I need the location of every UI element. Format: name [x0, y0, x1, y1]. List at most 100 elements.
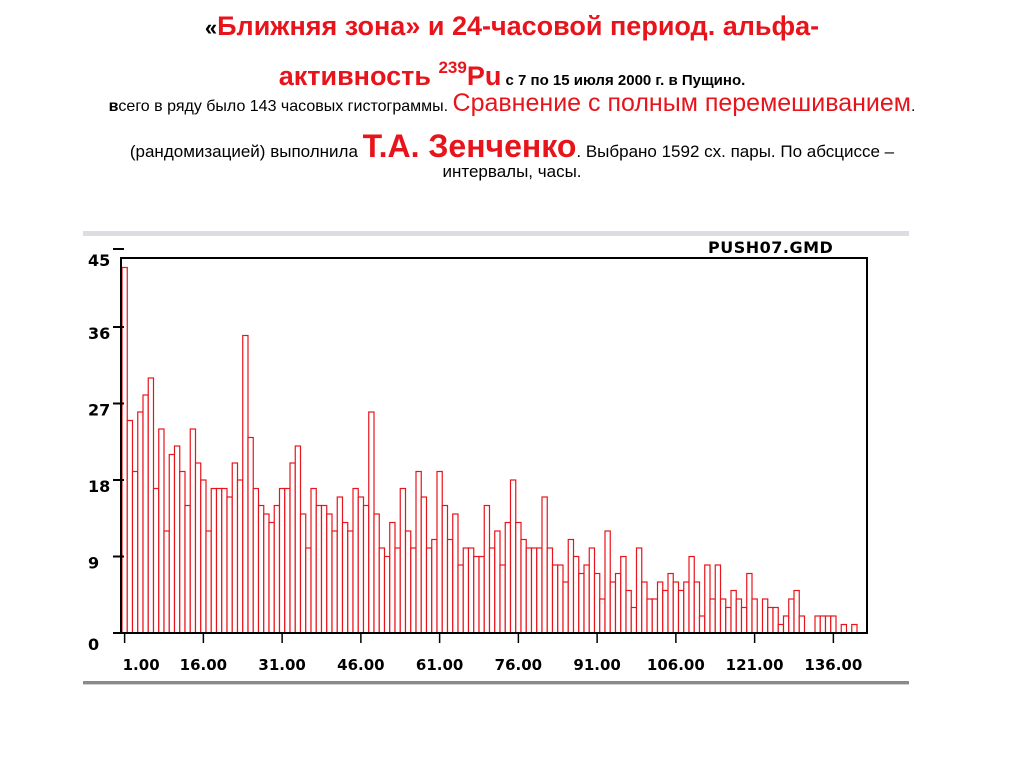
histogram-bar: [509, 479, 517, 634]
histogram-bar: [515, 521, 522, 634]
title-line-5: интервалы, часы.: [0, 160, 1024, 184]
line3-initial: в: [108, 98, 119, 115]
histogram-bar: [252, 487, 260, 634]
histogram-bar: [383, 555, 391, 634]
histogram-bar: [231, 462, 239, 634]
histogram-bar: [205, 530, 212, 634]
histogram-bar: [551, 564, 559, 634]
histogram-bar: [767, 606, 774, 634]
title-activity: активность: [278, 61, 439, 91]
line3-period: .: [910, 98, 916, 115]
histogram-bar: [504, 521, 512, 634]
histogram-bar: [200, 479, 207, 634]
histogram-bar: [457, 564, 464, 634]
histogram-bar: [651, 598, 659, 634]
histogram-bar: [462, 547, 470, 634]
histogram-bar: [630, 606, 638, 634]
histogram-bar: [788, 598, 795, 634]
histogram-bar: [294, 445, 302, 634]
histogram-bar: [719, 598, 727, 634]
histogram-bar: [399, 487, 407, 634]
histogram-bar: [667, 572, 674, 634]
x-tick-label: 121.00: [726, 656, 784, 674]
y-tick-label: 27: [88, 401, 110, 420]
histogram-bar: [793, 589, 800, 634]
histogram-bar: [284, 487, 291, 634]
histogram-bar: [126, 419, 134, 634]
histogram-bar: [158, 428, 165, 634]
histogram-bar: [168, 453, 176, 634]
histogram-bar: [530, 547, 538, 634]
histogram-bar: [567, 538, 575, 634]
histogram-bar: [142, 394, 149, 634]
histogram-bar: [210, 487, 218, 634]
histogram-bar: [483, 504, 491, 634]
y-tick-label: 9: [88, 554, 99, 573]
histogram-bar: [362, 504, 370, 634]
x-tick-label: 61.00: [416, 656, 463, 674]
histogram-bar: [452, 513, 459, 634]
histogram-bar: [420, 496, 428, 634]
x-tick-label: 16.00: [180, 656, 227, 674]
histogram-bar: [683, 581, 690, 634]
histogram-bar: [268, 521, 275, 634]
histogram-bar: [593, 572, 601, 634]
histogram-bar: [336, 496, 344, 634]
open-quote: «: [204, 15, 218, 40]
histogram-bar: [368, 411, 375, 634]
histogram-bar: [410, 547, 417, 634]
y-tick-label: 36: [88, 324, 110, 343]
histogram-bar: [620, 555, 627, 634]
histogram-bar: [572, 555, 580, 634]
histogram-bar: [782, 615, 790, 634]
title-main: Ближняя зона» и 24-часовой период. альфа…: [217, 11, 820, 41]
histogram-bar: [599, 598, 606, 634]
histogram-bar: [436, 470, 443, 634]
plot-frame: [120, 257, 868, 633]
histogram-bar: [798, 615, 806, 634]
x-tick-label: 91.00: [573, 656, 620, 674]
histogram-bar: [525, 547, 533, 634]
comparison-text: Сравнение с полным перемешиванием: [452, 89, 911, 117]
y-axis-ticks: 0 9 18 27 36 45: [88, 248, 124, 654]
histogram-bar: [557, 564, 564, 634]
histogram-bar: [394, 547, 401, 634]
histogram-bar: [147, 377, 155, 634]
histogram-bar: [693, 581, 701, 634]
histogram-bar: [698, 615, 706, 634]
isotope-mass: 239: [438, 58, 467, 77]
histogram-bar: [714, 564, 722, 634]
histogram-bar: [320, 504, 328, 634]
y-tick-label: 18: [88, 477, 110, 496]
date-place: с 7 по 15 июля 2000 г. в Пущино.: [501, 72, 746, 89]
title-line-3: всего в ряду было 143 часовых гистограмм…: [0, 86, 1024, 124]
histogram-bar: [740, 606, 748, 634]
histogram-bar: [189, 428, 197, 634]
histogram-bar: [488, 547, 496, 634]
pairs-text: . Выбрано 1592 сх. пары. По абсциссе –: [576, 142, 895, 161]
histogram-bar: [242, 334, 249, 634]
histogram-bar: [830, 615, 837, 634]
histogram-bar: [704, 564, 711, 634]
histogram-bar: [226, 496, 233, 634]
histogram-bar: [352, 487, 359, 634]
histogram-bar: [772, 606, 779, 634]
histogram-bar: [347, 530, 354, 634]
histogram-bar: [305, 547, 312, 634]
histogram-bar: [273, 504, 281, 634]
histogram-bar: [635, 547, 643, 634]
histogram-bar: [819, 615, 827, 634]
histogram-bar: [604, 530, 611, 634]
histogram-bar: [137, 411, 144, 634]
histogram-bar: [415, 470, 422, 634]
x-tick-label: 106.00: [647, 656, 705, 674]
chart-top-rule: [83, 231, 909, 236]
histogram-bar: [578, 572, 585, 634]
y-tick-label: 45: [88, 251, 110, 270]
histogram-bar: [378, 547, 386, 634]
histogram-bar: [194, 462, 202, 634]
histogram-bar: [536, 547, 543, 634]
histogram-bar: [263, 513, 270, 634]
histogram-bar: [215, 487, 223, 634]
histogram-bar: [236, 479, 244, 634]
